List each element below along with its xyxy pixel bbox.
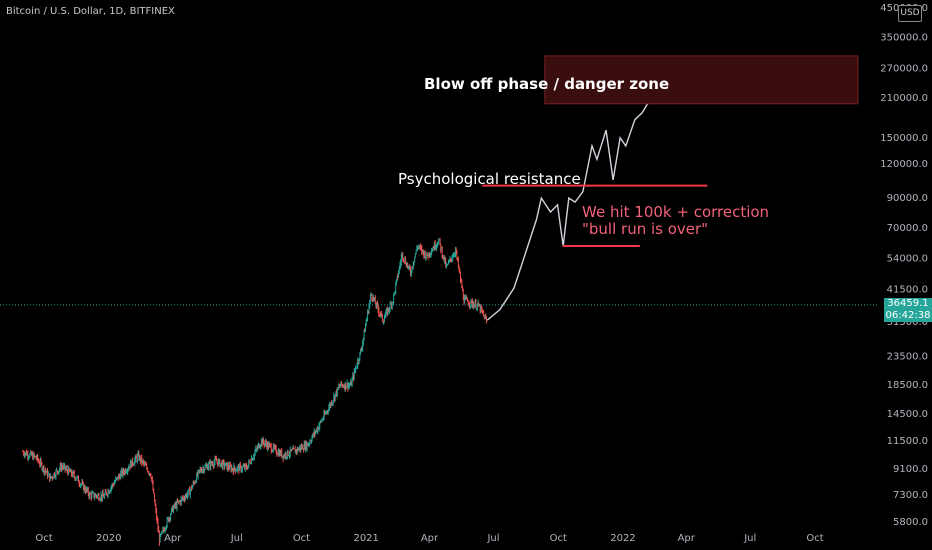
x-tick-label: Oct bbox=[35, 533, 52, 544]
y-tick-label: 120000.0 bbox=[880, 159, 928, 170]
y-tick-label: 7300.0 bbox=[893, 490, 928, 501]
blowoff-zone-label: Blow off phase / danger zone bbox=[424, 75, 670, 93]
y-tick-label: 150000.0 bbox=[880, 133, 928, 144]
x-tick-label: Jul bbox=[743, 533, 756, 544]
x-tick-label: Apr bbox=[164, 533, 182, 544]
correction-note-line2: "bull run is over" bbox=[582, 220, 709, 238]
y-tick-label: 270000.0 bbox=[880, 63, 928, 74]
countdown-label: 06:42:38 bbox=[884, 310, 932, 322]
y-tick-label: 14500.0 bbox=[887, 409, 928, 420]
y-tick-label: 23500.0 bbox=[887, 352, 928, 363]
x-tick-label: Jul bbox=[230, 533, 243, 544]
y-tick-label: 18500.0 bbox=[887, 380, 928, 391]
x-tick-label: 2020 bbox=[96, 533, 121, 544]
projection-series bbox=[486, 100, 653, 321]
projection-line bbox=[486, 100, 653, 321]
psych-resistance-label: Psychological resistance bbox=[398, 170, 581, 188]
x-tick-label: Oct bbox=[550, 533, 567, 544]
y-tick-label: 11500.0 bbox=[887, 436, 928, 447]
chart-title: Bitcoin / U.S. Dollar, 1D, BITFINEX bbox=[6, 6, 175, 17]
y-tick-label: 41500.0 bbox=[887, 285, 928, 296]
y-tick-label: 70000.0 bbox=[887, 223, 928, 234]
x-tick-label: Jul bbox=[486, 533, 499, 544]
currency-button[interactable]: USD bbox=[898, 5, 922, 22]
axes-layer: 450000.0350000.0270000.0210000.0150000.0… bbox=[0, 3, 928, 544]
y-tick-label: 350000.0 bbox=[880, 33, 928, 44]
x-tick-label: Apr bbox=[421, 533, 439, 544]
correction-note: We hit 100k + correction "bull run is ov… bbox=[582, 204, 769, 238]
x-tick-label: 2022 bbox=[610, 533, 635, 544]
x-tick-label: Apr bbox=[678, 533, 696, 544]
y-tick-label: 31500.0 bbox=[887, 317, 928, 328]
x-tick-label: 2021 bbox=[353, 533, 378, 544]
danger-zone-box bbox=[544, 55, 859, 105]
y-tick-label: 90000.0 bbox=[887, 193, 928, 204]
current-price-label: 36459.1 bbox=[884, 298, 932, 310]
y-tick-label: 9100.0 bbox=[893, 464, 928, 475]
x-tick-label: Oct bbox=[293, 533, 310, 544]
candle-series bbox=[22, 237, 487, 546]
x-tick-label: Oct bbox=[806, 533, 823, 544]
y-tick-label: 54000.0 bbox=[887, 253, 928, 264]
annotation-layer bbox=[482, 55, 859, 248]
y-tick-label: 5800.0 bbox=[893, 517, 928, 528]
y-tick-label: 210000.0 bbox=[880, 93, 928, 104]
correction-note-line1: We hit 100k + correction bbox=[582, 203, 770, 221]
